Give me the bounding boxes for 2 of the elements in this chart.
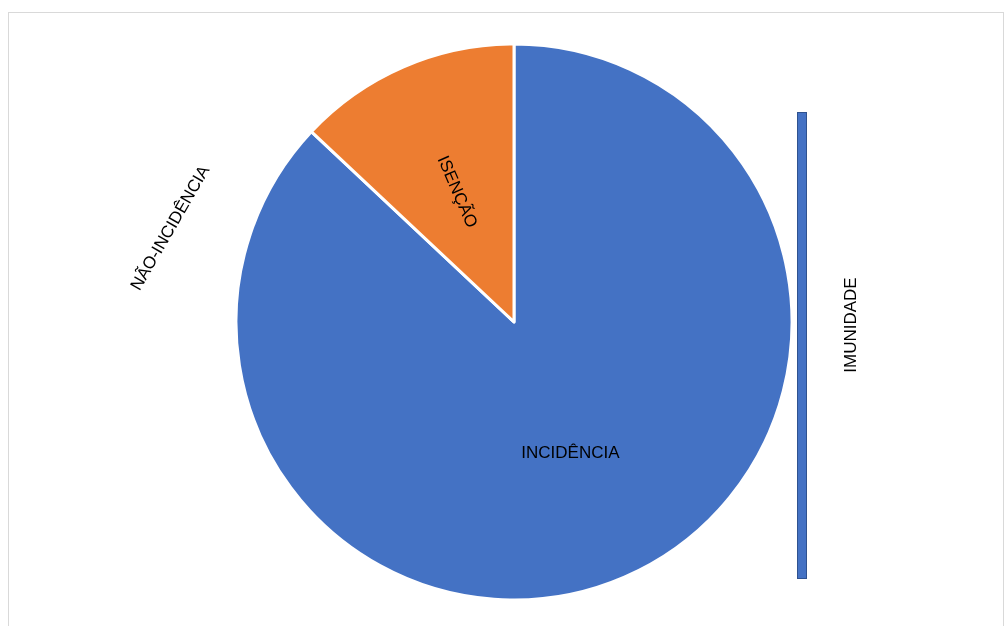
slice-label: INCIDÊNCIA — [521, 442, 621, 462]
text: IMUNIDADE — [840, 277, 861, 373]
